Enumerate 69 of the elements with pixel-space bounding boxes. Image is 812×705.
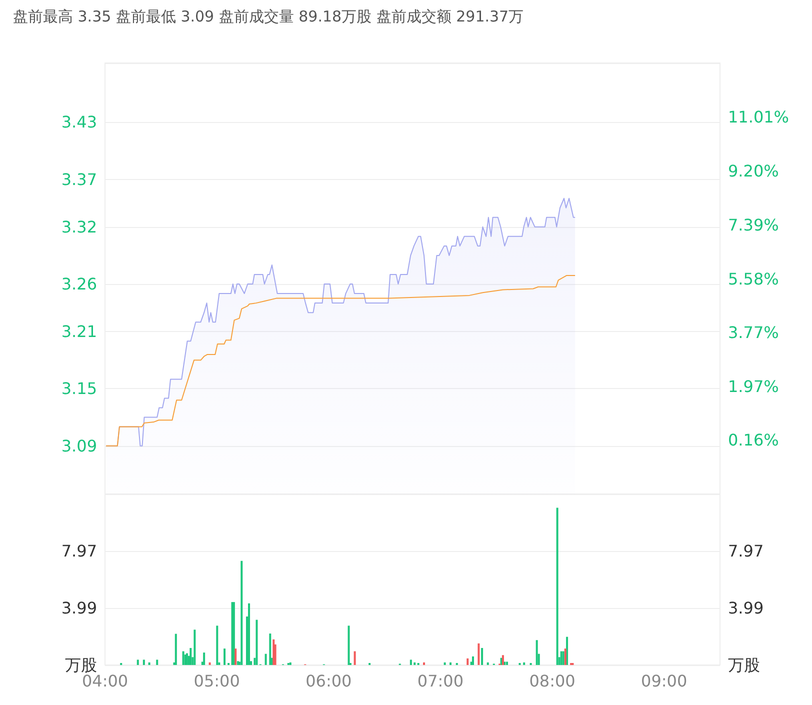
bar [354, 651, 356, 665]
bar [444, 662, 446, 665]
x-tick-label: 09:00 [641, 672, 688, 690]
y2-tick-label: 7.97 [728, 542, 764, 560]
bar [556, 508, 558, 665]
bar [231, 602, 234, 665]
y-tick-label: 万股 [65, 656, 97, 674]
y-tick-label: 7.97 [61, 542, 97, 560]
chart-title: 盘前最高 3.35 盘前最低 3.09 盘前成交量 89.18万股 盘前成交额 291.37万 [13, 8, 524, 26]
y2-tick-label: 7.39% [728, 215, 779, 234]
x-tick-label: 07:00 [417, 672, 464, 690]
y2-tick-label: 0.16% [728, 430, 779, 450]
bar [142, 660, 145, 665]
bar [203, 652, 206, 665]
bar [348, 626, 350, 665]
y2-tick-label: 9.20% [728, 162, 779, 181]
y2-tick-label: 1.97% [728, 376, 779, 396]
y2-tick-label: 万股 [728, 656, 760, 674]
bar [450, 662, 452, 665]
bar [264, 654, 267, 665]
bar [136, 660, 139, 665]
bar [256, 620, 258, 665]
bar [560, 651, 562, 665]
bar [472, 656, 474, 665]
y-tick-label: 3.15 [61, 379, 97, 398]
y-tick-label: 3.26 [61, 274, 97, 294]
bar [208, 662, 211, 665]
bar [234, 648, 237, 665]
bar [414, 662, 416, 665]
bar [194, 630, 196, 665]
x-tick-label: 08:00 [529, 672, 576, 690]
bar [216, 626, 218, 665]
bar [423, 662, 426, 665]
y2-tick-label: 3.99 [728, 598, 764, 618]
bar [240, 560, 243, 665]
y-tick-label: 3.43 [61, 112, 97, 132]
x-tick-label: 05:00 [194, 672, 240, 690]
bar [289, 662, 292, 665]
line-series [106, 274, 576, 446]
y-tick-label: 3.32 [61, 217, 97, 236]
bar [248, 603, 250, 665]
bar [466, 658, 469, 665]
bar [224, 648, 226, 665]
bar [410, 660, 412, 665]
bar [481, 648, 484, 665]
bar [523, 662, 526, 665]
bar [269, 634, 272, 665]
bar [562, 651, 564, 665]
bar [182, 651, 184, 665]
bar [502, 655, 504, 665]
x-tick-label: 06:00 [306, 672, 352, 690]
bar [272, 639, 275, 665]
y2-tick-label: 3.77% [728, 323, 779, 342]
bar [156, 660, 158, 665]
y-tick-label: 3.21 [61, 322, 97, 342]
bar [174, 634, 177, 665]
y-tick-label: 3.99 [61, 598, 97, 618]
bar [478, 643, 480, 665]
y-tick-label: 3.09 [61, 436, 97, 456]
bar [536, 640, 538, 665]
bar [564, 648, 566, 665]
bar [232, 602, 235, 665]
y2-tick-label: 11.01% [728, 108, 790, 127]
bar [190, 648, 192, 665]
bar [148, 662, 150, 665]
y2-tick-label: 5.58% [728, 269, 779, 288]
x-tick-label: 04:00 [82, 672, 128, 690]
bar [486, 662, 489, 665]
y-tick-label: 3.37 [61, 170, 97, 189]
